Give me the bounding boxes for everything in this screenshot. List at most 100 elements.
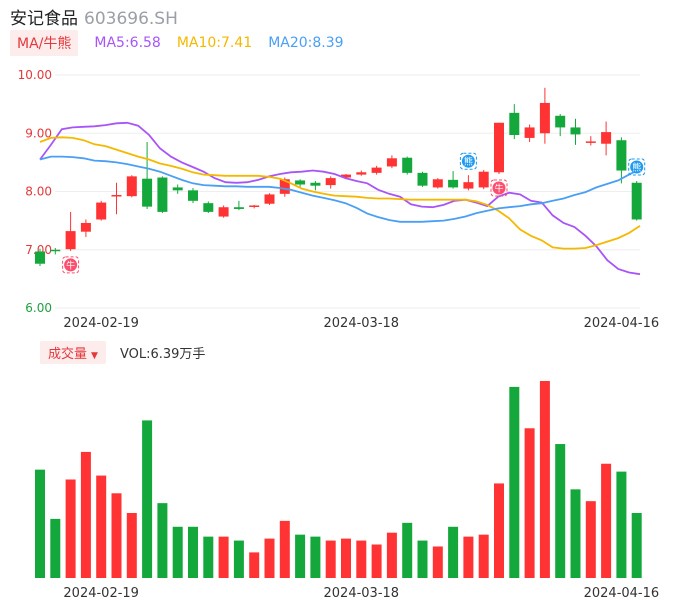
volume-bar: [50, 518, 61, 578]
volume-bars: [35, 381, 642, 578]
candle-body: [35, 251, 45, 264]
volume-bar: [570, 489, 581, 578]
candle-body: [386, 158, 397, 167]
candle-body: [264, 194, 275, 204]
candle-body: [157, 177, 168, 212]
candle-body: [494, 122, 504, 173]
volume-legend: 成交量 ▼ VOL:6.39万手: [40, 340, 206, 364]
candle-body: [310, 182, 321, 186]
candle-body: [509, 112, 520, 135]
volume-bar: [233, 540, 244, 578]
volume-bar: [432, 546, 443, 578]
volume-bar: [325, 540, 336, 578]
candle-body: [172, 187, 183, 191]
volume-bar: [172, 526, 183, 578]
badge-label: 牛: [66, 259, 75, 271]
volume-date-label: 2024-02-19: [63, 586, 139, 601]
price-tick-label: 7.00: [25, 243, 52, 257]
candle-body: [233, 207, 244, 209]
volume-value: VOL:6.39万手: [119, 346, 206, 362]
candle-body: [356, 172, 367, 175]
ma-legend: MA/牛熊 MA5:6.58 MA10:7.41 MA20:8.39: [10, 30, 344, 56]
volume-bar: [142, 420, 153, 578]
volume-bar: [463, 536, 474, 578]
volume-bar: [264, 538, 275, 578]
candle-body: [142, 178, 153, 207]
candle-body: [249, 205, 260, 207]
moving-average-lines: [39, 121, 641, 276]
price-tick-label: 8.00: [25, 185, 52, 199]
ma10-line: [39, 136, 641, 250]
candle-body: [417, 172, 428, 186]
candle-body: [402, 157, 413, 173]
ma5-line: [39, 121, 641, 276]
candle-body: [111, 194, 122, 197]
volume-date-label: 2024-03-18: [324, 586, 400, 601]
ma-bull-bear-toggle[interactable]: MA/牛熊: [10, 30, 79, 56]
badge-frame: [628, 158, 646, 176]
volume-bar: [555, 444, 566, 578]
candle-body: [188, 190, 198, 201]
volume-bar: [96, 475, 107, 578]
candle-body: [478, 171, 489, 188]
bear-badge: 熊: [628, 158, 646, 176]
volume-bar: [310, 536, 321, 578]
price-tick-label: 9.00: [25, 126, 52, 140]
volume-bar: [494, 483, 504, 578]
volume-bar: [585, 501, 596, 578]
candle-body: [601, 132, 612, 144]
bull-badge: 牛: [62, 256, 80, 274]
candle-body: [585, 141, 596, 143]
volume-bar: [402, 522, 413, 578]
volume-bar: [601, 463, 612, 578]
volume-bar: [631, 512, 642, 578]
badge-dot: [461, 154, 475, 168]
candle-body: [218, 207, 229, 217]
volume-bar: [448, 526, 459, 578]
volume-bar: [65, 479, 76, 578]
candle-body: [539, 102, 550, 134]
candle-body: [448, 179, 459, 188]
price-date-label: 2024-03-18: [324, 316, 400, 331]
volume-bar: [386, 532, 397, 578]
volume-bar: [371, 544, 382, 578]
candle-body: [524, 127, 535, 138]
candle-body: [570, 127, 581, 135]
candle-body: [325, 178, 336, 186]
candle-body: [80, 222, 91, 232]
candle-body: [341, 174, 351, 178]
volume-bar: [524, 428, 535, 578]
candle-body: [616, 140, 627, 171]
volume-bar: [157, 503, 168, 578]
volume-bar: [539, 381, 550, 578]
volume-bar: [218, 536, 229, 578]
volume-indicator-dropdown[interactable]: 成交量 ▼: [40, 340, 106, 364]
volume-bar: [188, 526, 198, 578]
volume-date-label: 2024-04-16: [584, 586, 660, 601]
badge-label: 熊: [464, 156, 473, 168]
price-axis-labels: 10.00 9.00 8.00 7.00 6.00: [18, 68, 52, 315]
volume-bar: [111, 493, 122, 578]
volume-bar: [295, 534, 306, 578]
price-date-axis: 2024-02-19 2024-03-18 2024-04-16: [63, 316, 659, 331]
volume-bar: [356, 540, 367, 578]
volume-bar: [341, 538, 351, 578]
badge-frame: [62, 256, 80, 274]
volume-bar: [35, 469, 45, 578]
bull-badge: 牛: [490, 179, 508, 197]
stock-code: 603696.SH: [84, 9, 178, 29]
candle-body: [432, 179, 443, 188]
candle-body: [126, 176, 137, 197]
price-date-label: 2024-02-19: [63, 316, 139, 331]
volume-tag-label: 成交量: [48, 346, 88, 362]
price-tick-label: 6.00: [25, 301, 52, 315]
candle-body: [555, 115, 566, 128]
ma20-legend: MA20:8.39: [268, 35, 344, 51]
candle-body: [463, 182, 474, 189]
badge-dot: [630, 160, 644, 174]
volume-bar: [80, 451, 91, 578]
badge-frame: [459, 152, 477, 170]
ma5-legend: MA5:6.58: [94, 35, 161, 51]
candlesticks: [35, 87, 642, 267]
